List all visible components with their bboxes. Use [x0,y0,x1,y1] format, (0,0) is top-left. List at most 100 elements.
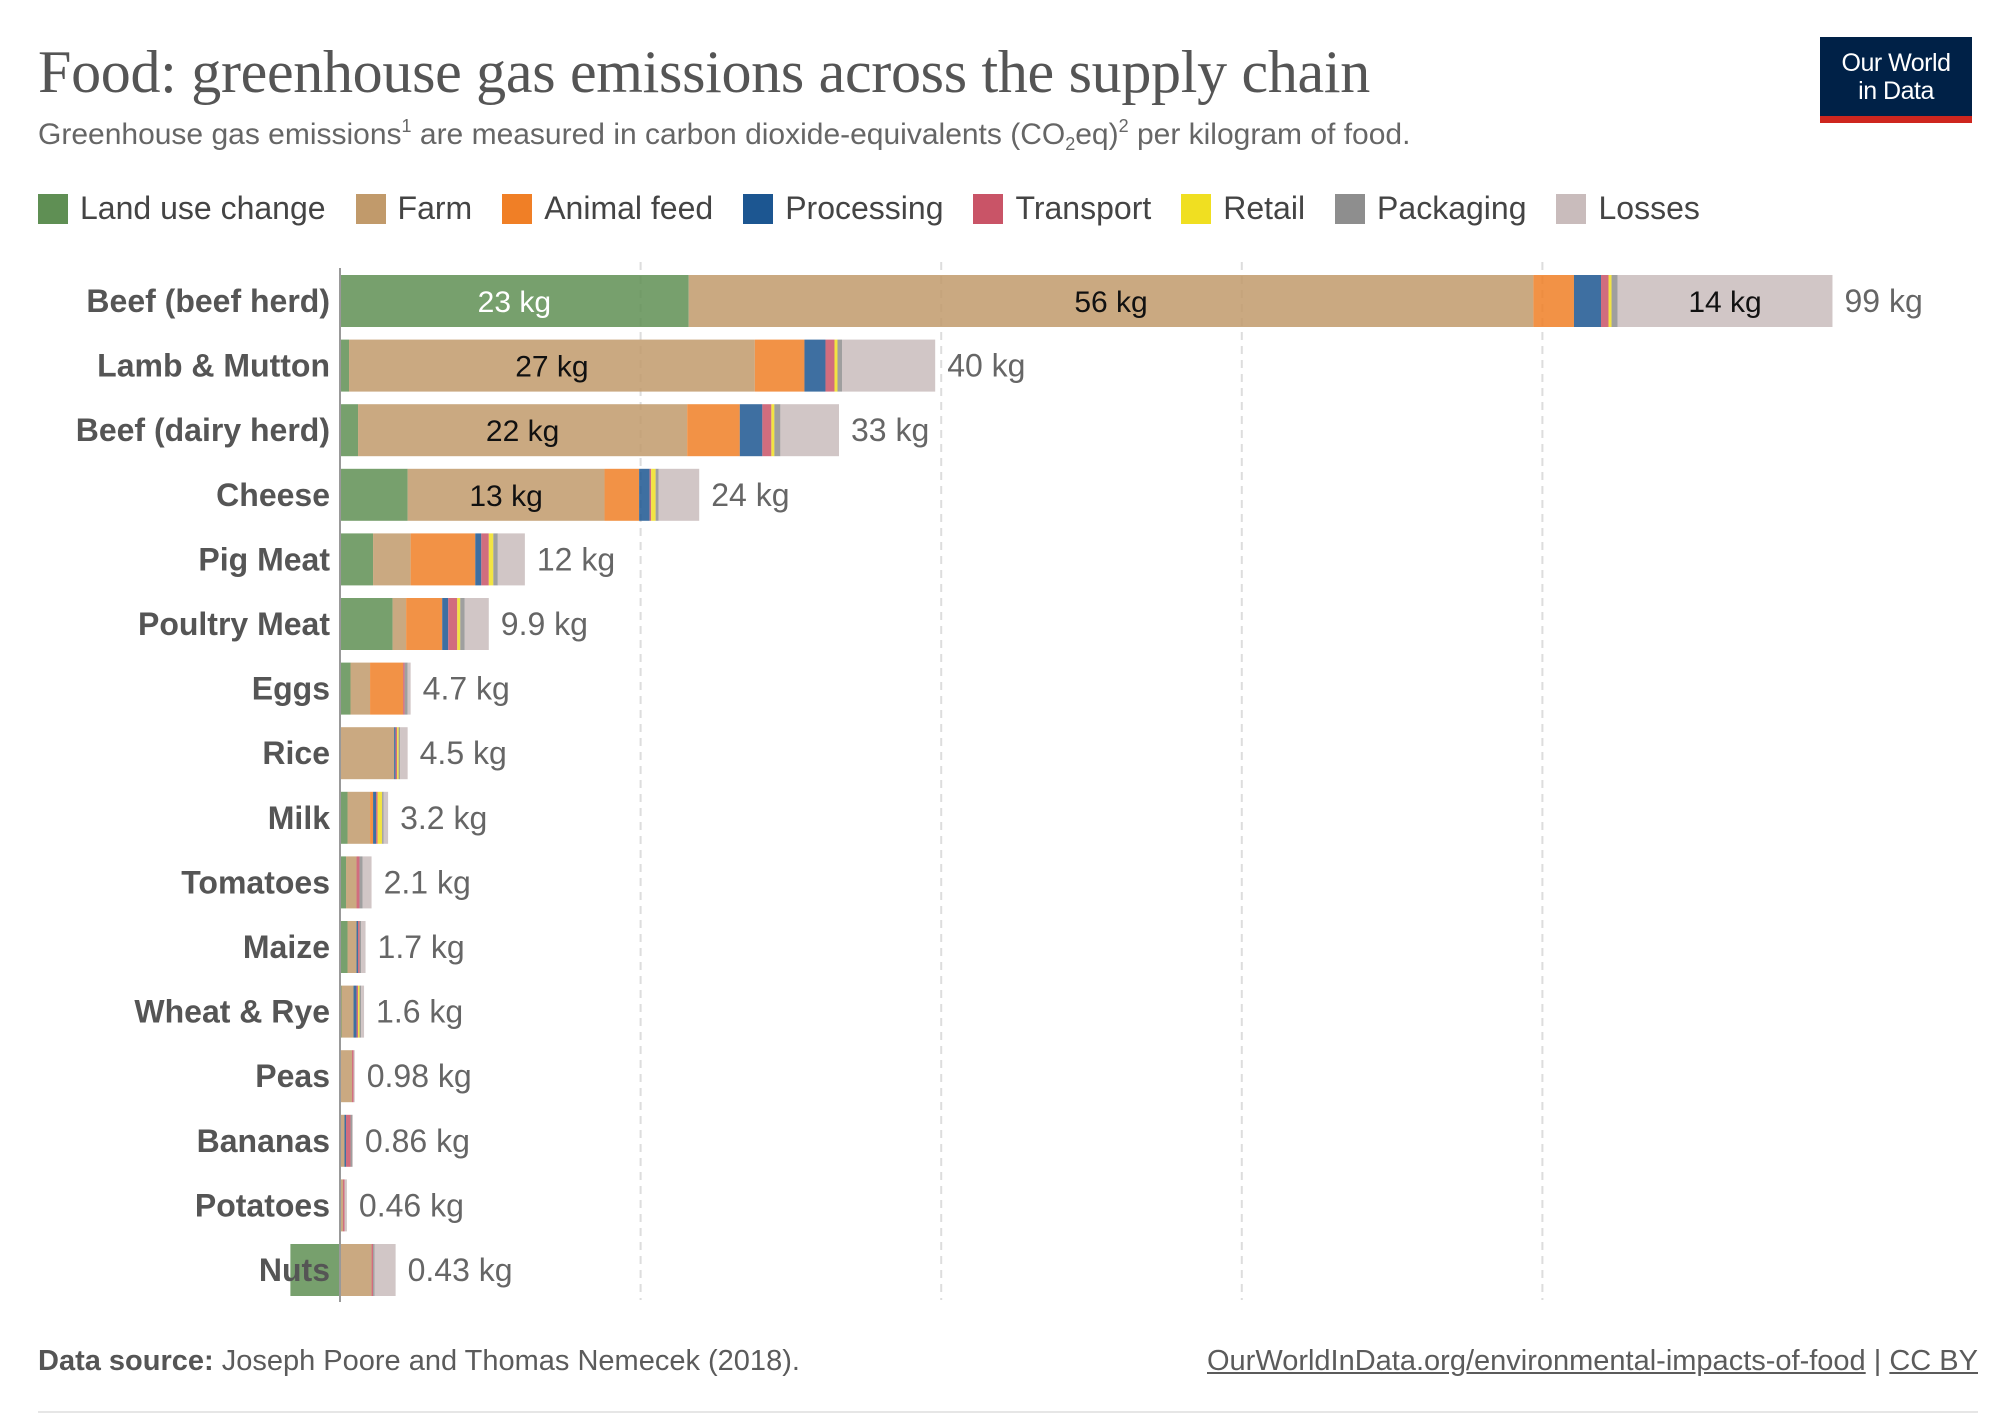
bar-segment[interactable] [398,727,401,780]
bar-segment[interactable] [762,404,772,457]
bar-segment[interactable] [370,791,374,844]
footnote-ref-1[interactable]: 1 [401,116,412,136]
bar-segment[interactable] [400,727,408,780]
bar-segment[interactable] [371,1244,374,1296]
bar-segment[interactable] [382,791,384,844]
bar-segment[interactable] [353,985,357,1038]
bar-segment[interactable] [356,856,360,909]
legend-item[interactable]: Land use change [38,190,326,227]
bar-segment[interactable] [834,339,838,392]
bar-segment[interactable] [842,339,936,392]
bar-segment[interactable] [352,1114,353,1167]
legend-item[interactable]: Transport [973,190,1151,227]
bar-segment[interactable] [340,339,350,392]
bar-segment[interactable] [373,533,411,586]
bar-segment[interactable] [350,662,371,715]
bar-segment[interactable] [373,791,377,844]
bar-segment[interactable] [497,533,525,586]
bar-segment[interactable] [475,533,482,586]
bar-segment[interactable] [359,985,362,1038]
bar-segment[interactable] [340,598,393,650]
bar-segment[interactable] [407,662,411,715]
bar-segment[interactable] [347,921,357,973]
bar-segment[interactable] [376,791,378,844]
bar-segment[interactable] [374,1244,396,1296]
bar-segment[interactable] [688,275,1534,327]
bar-segment[interactable] [358,985,360,1038]
bar-segment[interactable] [373,1244,375,1296]
bar-segment[interactable] [488,533,494,586]
bar-segment[interactable] [340,533,374,586]
bar-segment[interactable] [356,921,359,973]
bar-segment[interactable] [460,598,465,650]
bar-segment[interactable] [350,1114,353,1167]
bar-segment[interactable] [392,598,407,650]
bar-segment[interactable] [406,598,443,650]
bar-segment[interactable] [1533,275,1574,327]
bar-segment[interactable] [356,985,359,1038]
bar-segment[interactable] [457,598,461,650]
bar-segment[interactable] [395,727,398,780]
bar-segment[interactable] [493,533,498,586]
bar-segment[interactable] [1573,275,1602,327]
bar-segment[interactable] [346,1114,351,1167]
bar-segment[interactable] [687,404,740,457]
bar-segment[interactable] [340,856,347,909]
bar-segment[interactable] [340,1114,345,1167]
bar-segment[interactable] [340,1244,372,1296]
bar-segment[interactable] [340,662,351,715]
bar-segment[interactable] [340,404,359,457]
bar-segment[interactable] [377,791,383,844]
bar-segment[interactable] [344,1179,347,1232]
bar-segment[interactable] [655,468,659,521]
bar-segment[interactable] [361,985,365,1038]
legend-item[interactable]: Packaging [1335,190,1526,227]
bar-segment[interactable] [340,1050,353,1103]
bar-segment[interactable] [771,404,775,457]
bar-segment[interactable] [383,791,389,844]
bar-segment[interactable] [837,339,843,392]
legend-item[interactable]: Processing [743,190,943,227]
bar-segment[interactable] [347,791,371,844]
bar-segment[interactable] [1611,275,1618,327]
bar-segment[interactable] [290,1244,340,1296]
bar-segment[interactable] [804,339,826,392]
bar-segment[interactable] [739,404,763,457]
bar-segment[interactable] [394,727,396,780]
bar-segment[interactable] [410,533,476,586]
bar-segment[interactable] [1617,275,1833,327]
bar-segment[interactable] [340,921,348,973]
footnote-ref-2[interactable]: 2 [1118,116,1129,136]
bar-segment[interactable] [604,468,640,521]
bar-segment[interactable] [352,1050,354,1103]
bar-segment[interactable] [362,856,372,909]
legend-item[interactable]: Farm [355,190,472,227]
bar-segment[interactable] [397,727,399,780]
bar-segment[interactable] [658,468,700,521]
bar-segment[interactable] [349,339,755,392]
bar-segment[interactable] [340,275,689,327]
bar-segment[interactable] [774,404,781,457]
bar-segment[interactable] [754,339,805,392]
legend-item[interactable]: Animal feed [502,190,713,227]
bar-segment[interactable] [651,468,656,521]
bar-segment[interactable] [361,921,366,973]
bar-segment[interactable] [649,468,652,521]
bar-segment[interactable] [370,662,404,715]
bar-segment[interactable] [825,339,835,392]
bar-segment[interactable] [1608,275,1612,327]
bar-segment[interactable] [481,533,489,586]
bar-segment[interactable] [448,598,458,650]
bar-segment[interactable] [358,921,360,973]
bar-segment[interactable] [639,468,650,521]
bar-segment[interactable] [346,856,357,909]
bar-segment[interactable] [340,468,408,521]
bar-segment[interactable] [404,662,408,715]
bar-segment[interactable] [1601,275,1609,327]
bar-segment[interactable] [358,404,688,457]
owid-logo[interactable]: Our World in Data [1820,37,1972,123]
bar-segment[interactable] [403,662,405,715]
bar-segment[interactable] [359,921,362,973]
license-link[interactable]: CC BY [1889,1345,1978,1377]
bar-segment[interactable] [341,985,354,1038]
